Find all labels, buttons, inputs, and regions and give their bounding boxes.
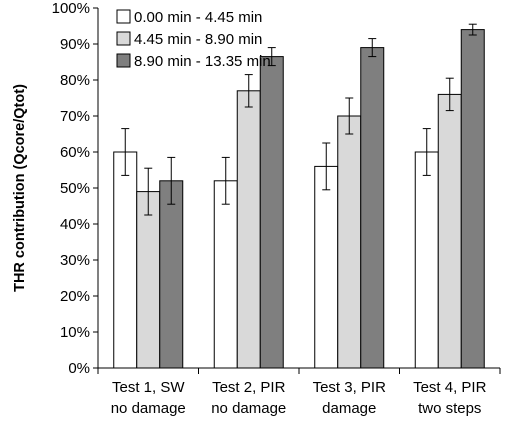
bar <box>360 47 385 369</box>
x-category-label: Test 2, PIR <box>212 379 286 396</box>
bar <box>414 151 439 369</box>
bar <box>159 180 184 369</box>
bar <box>460 29 485 369</box>
bar <box>337 115 362 369</box>
y-tick-label: 90% <box>60 36 90 53</box>
x-category-label: no damage <box>211 400 286 417</box>
y-tick-label: 80% <box>60 72 90 89</box>
y-tick-label: 10% <box>60 324 90 341</box>
x-ticks: Test 1, SW no damage Test 2, PIR no damage T… <box>97 368 501 417</box>
plot-area: 0% 10% 20% 30% 40% 50% 60% 70% 80% 90% 100% Test 1… <box>52 0 501 417</box>
x-category-label: two steps <box>418 400 481 417</box>
y-tick-label: 100% <box>52 0 90 17</box>
bar <box>314 165 339 369</box>
legend-label: 0.00 min - 4.45 min <box>134 9 262 26</box>
y-tick-label: 70% <box>60 108 90 125</box>
x-category-label: damage <box>322 400 376 417</box>
bar <box>236 90 261 369</box>
y-tick-label: 30% <box>60 252 90 269</box>
x-category-label: no damage <box>111 400 186 417</box>
legend-swatch <box>116 53 131 68</box>
y-ticks: 0% 10% 20% 30% 40% 50% 60% 70% 80% 90% 100% <box>52 0 98 377</box>
y-axis-label: THR contribution (Qcore/Qtot) <box>12 84 28 292</box>
bar <box>259 56 284 369</box>
y-tick-label: 0% <box>68 360 90 377</box>
x-category-label: Test 3, PIR <box>313 379 387 396</box>
legend: 0.00 min - 4.45 min 4.45 min - 8.90 min 8.… <box>116 9 271 70</box>
bar <box>213 180 238 369</box>
bar <box>113 151 138 369</box>
bars <box>113 29 485 369</box>
y-tick-label: 40% <box>60 216 90 233</box>
bar <box>437 93 462 369</box>
legend-swatch <box>116 31 131 46</box>
y-tick-label: 60% <box>60 144 90 161</box>
bar <box>136 191 161 369</box>
y-tick-label: 50% <box>60 180 90 197</box>
legend-swatch <box>116 9 131 24</box>
legend-label: 8.90 min - 13.35 min <box>134 53 271 70</box>
legend-label: 4.45 min - 8.90 min <box>134 31 262 48</box>
x-category-label: Test 4, PIR <box>413 379 487 396</box>
error-bars <box>121 23 477 216</box>
y-tick-label: 20% <box>60 288 90 305</box>
x-category-label: Test 1, SW <box>112 379 185 396</box>
